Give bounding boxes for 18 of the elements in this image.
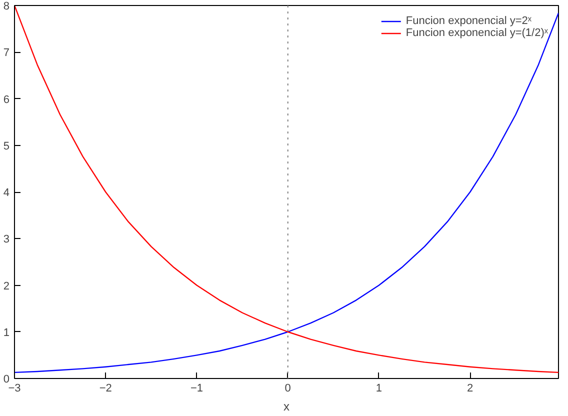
- y-tick-label: 7: [3, 47, 10, 60]
- y-tick-label: 0: [3, 374, 10, 386]
- y-tick-label: 5: [3, 140, 10, 152]
- x-tick-label: 0: [284, 382, 291, 394]
- y-tick-label: 8: [3, 0, 10, 12]
- y-tick-label: 1: [3, 326, 10, 339]
- x-tick-label: −2: [99, 382, 112, 394]
- legend-label: Funcion exponencial y=2ˣ: [406, 15, 532, 27]
- y-tick-label: 3: [3, 234, 10, 246]
- y-tick-label: 6: [3, 94, 10, 106]
- x-tick-label: −3: [8, 382, 21, 394]
- x-axis-title: x: [284, 400, 290, 414]
- x-tick-label: 1: [376, 382, 382, 394]
- x-tick-label: 2: [467, 382, 474, 394]
- x-tick-label: −1: [190, 382, 204, 394]
- y-tick-label: 2: [3, 280, 10, 292]
- y-tick-label: 4: [3, 187, 10, 199]
- legend-label: Funcion exponencial y=(1/2)ˣ: [406, 27, 548, 39]
